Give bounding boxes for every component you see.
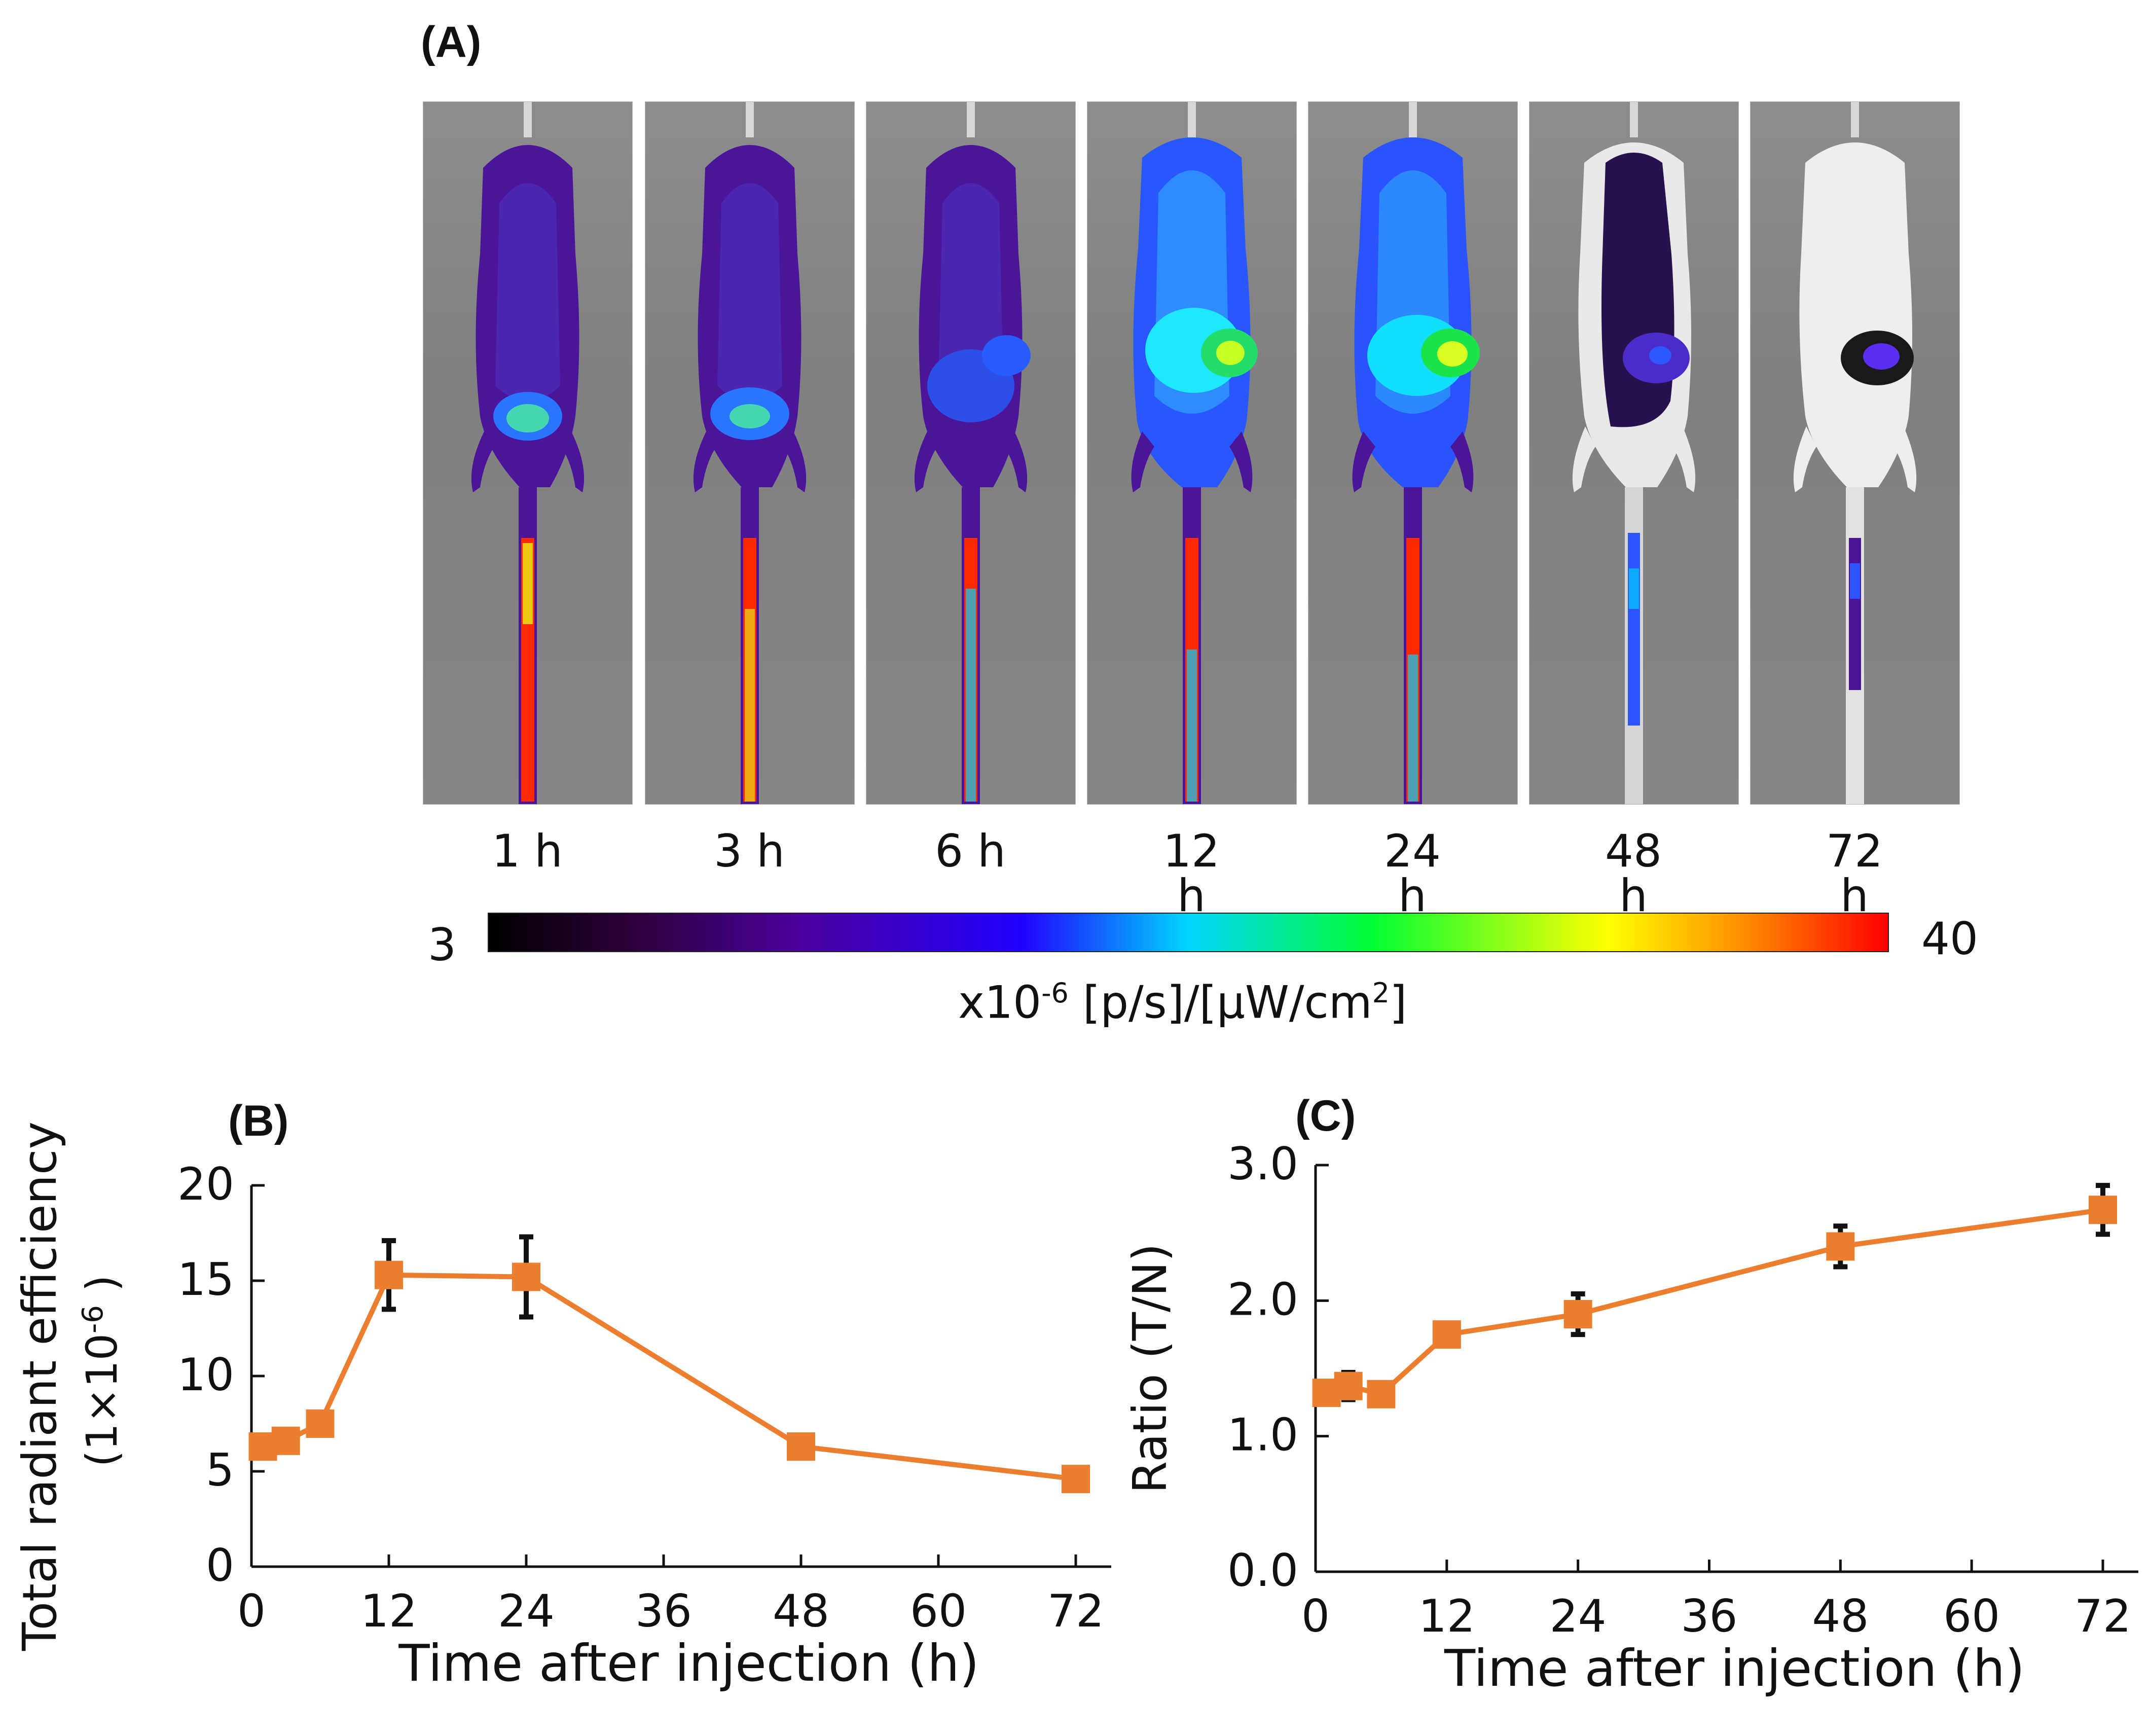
chart-b-y-tick-label: 10	[177, 1349, 234, 1401]
chart-c-data-point	[1826, 1232, 1855, 1261]
chart-b-x-axis-title: Time after injection (h)	[398, 1634, 979, 1693]
chart-c-y-tick-label: 3.0	[1227, 1138, 1298, 1190]
mouse-svg-12h	[1131, 102, 1258, 804]
chart-b-data-point	[1062, 1465, 1090, 1494]
mouse-image-48h	[1529, 101, 1739, 805]
mouse-image-12h	[1087, 101, 1297, 805]
chart-b-x-tick-label: 48	[773, 1585, 829, 1637]
chart-c-data-point	[1367, 1380, 1396, 1408]
panel-b-label: (B)	[228, 1097, 289, 1145]
mouse-image-1h	[423, 101, 633, 805]
chart-c-y-tick-label: 0.0	[1227, 1544, 1298, 1597]
chart-c-data-point	[1563, 1300, 1592, 1329]
chart-c-x-tick-label: 24	[1550, 1590, 1607, 1642]
mouse-image-24h	[1308, 101, 1518, 805]
panel-c-label: (C)	[1295, 1092, 1356, 1140]
chart-c-y-tick-label: 1.0	[1227, 1409, 1298, 1461]
colorbar-unit-rest: [p/s]/[µW/cm	[1068, 976, 1372, 1029]
time-label-1h: 1 h	[492, 825, 563, 877]
time-label-24h: 24 h	[1384, 825, 1441, 922]
colorbar-max-label: 40	[1921, 913, 1978, 965]
mouse-svg-6h	[914, 102, 1031, 804]
chart-b-x-tick-label: 36	[635, 1585, 692, 1637]
chart-c-y-tick-label: 2.0	[1227, 1273, 1298, 1325]
chart-b-y-tick-label: 5	[206, 1444, 234, 1496]
panel-a-label: (A)	[421, 18, 482, 66]
chart-c-data-point	[2089, 1196, 2117, 1224]
chart-b-y-tick-label: 0	[206, 1539, 234, 1592]
chart-b-x-tick-label: 72	[1047, 1585, 1104, 1637]
time-label-3h: 3 h	[714, 825, 785, 877]
chart-b-y-tick-label: 15	[177, 1253, 234, 1306]
mouse-image-6h	[866, 101, 1076, 805]
chart-c-x-tick-label: 12	[1418, 1590, 1475, 1642]
colorbar-unit-end: ]	[1390, 976, 1407, 1029]
time-label-48h: 48 h	[1605, 825, 1662, 922]
colorbar-unit-label: x10-6 [p/s]/[µW/cm2]	[958, 980, 1407, 1025]
mouse-image-3h	[645, 101, 855, 805]
chart-c-x-axis-title: Time after injection (h)	[1444, 1639, 2025, 1698]
chart-b-x-tick-label: 24	[498, 1585, 555, 1637]
chart-b-x-tick-label: 12	[360, 1585, 417, 1637]
chart-b-y-axis-title: Total radiant efficiency	[13, 1122, 67, 1651]
mouse-svg-24h	[1352, 102, 1480, 804]
time-label-6h: 6 h	[935, 825, 1006, 877]
chart-b-y-tick-label: 20	[177, 1158, 234, 1210]
chart-b-x-tick-label: 60	[910, 1585, 967, 1637]
colorbar-unit-square: 2	[1372, 977, 1390, 1009]
chart-c-y-axis-title: Ratio (T/N)	[1123, 1243, 1177, 1493]
chart-c-x-tick-label: 36	[1681, 1590, 1738, 1642]
chart-c-data-point	[1334, 1371, 1363, 1400]
time-label-12h: 12 h	[1163, 825, 1220, 922]
chart-b-y-axis-subtitle: (1×10-6 )	[77, 1275, 127, 1467]
mouse-svg-48h	[1572, 102, 1696, 804]
chart-b-data-point	[375, 1260, 403, 1289]
chart-c-series-line	[1324, 1207, 2105, 1397]
colorbar-unit-base: x10	[958, 976, 1042, 1029]
colorbar-min-label: 3	[428, 919, 456, 971]
chart-b-data-point	[271, 1426, 300, 1455]
chart-c-x-tick-label: 60	[1943, 1590, 2000, 1642]
chart-c-x-tick-label: 48	[1812, 1590, 1869, 1642]
chart-c-x-tick-label: 72	[2074, 1590, 2131, 1642]
chart-c-data-point	[1432, 1320, 1461, 1349]
colorbar-unit-exponent: -6	[1041, 977, 1069, 1009]
chart-b-x-tick-label: 0	[237, 1585, 266, 1637]
chart-c-x-tick-label: 0	[1301, 1590, 1330, 1642]
colorbar	[488, 913, 1889, 952]
chart-b-data-point	[512, 1262, 540, 1291]
chart-b-data-point	[787, 1432, 815, 1461]
time-label-72h: 72 h	[1826, 825, 1883, 922]
mouse-svg-72h	[1793, 102, 1917, 804]
mouse-image-72h	[1750, 101, 1960, 805]
chart-b-data-point	[306, 1409, 335, 1438]
mouse-svg-1h	[471, 102, 585, 804]
mouse-svg-3h	[693, 102, 807, 804]
fluorescence-image-row	[423, 101, 1970, 805]
